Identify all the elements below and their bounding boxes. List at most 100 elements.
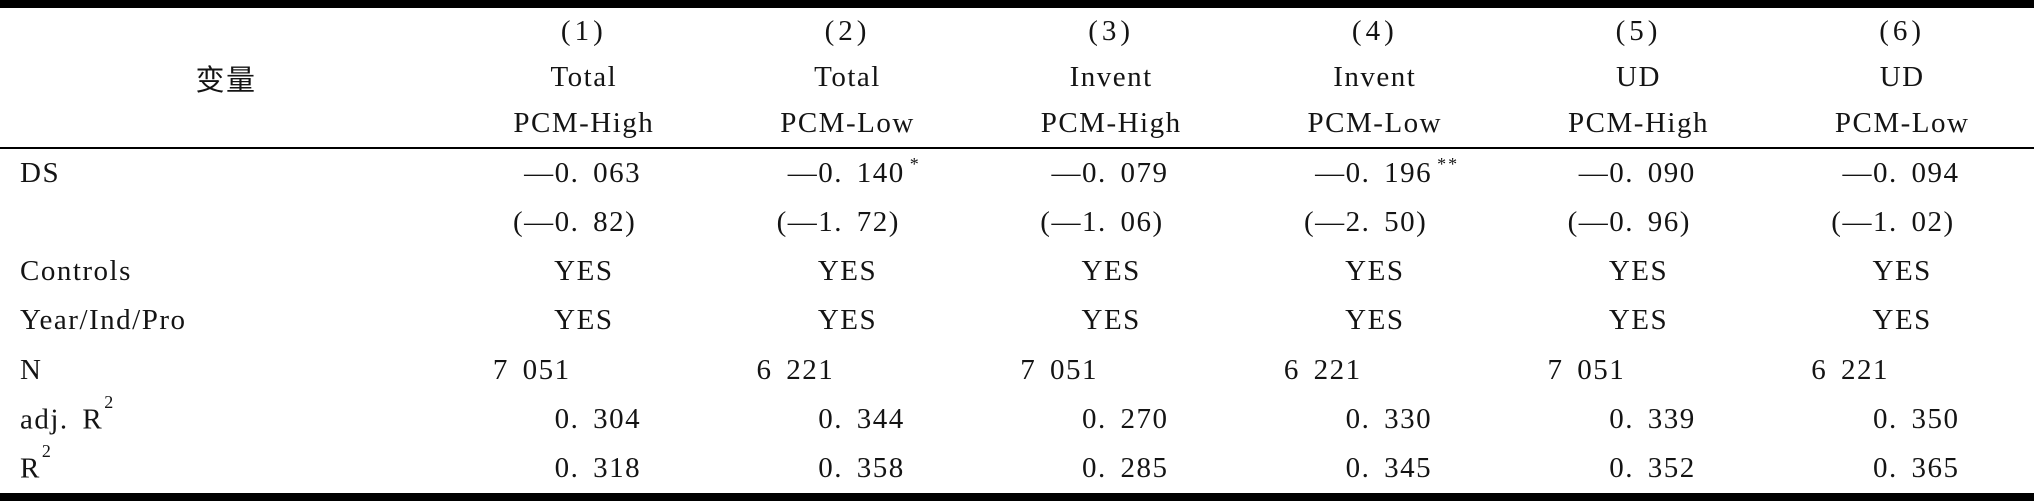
row-label: DS — [20, 157, 61, 190]
variable-column-header: 变量 — [0, 8, 452, 147]
model-group: Total — [814, 60, 881, 93]
data-cell: 0. 318 — [452, 444, 716, 493]
data-cell: YES — [1608, 304, 1669, 337]
significance-stars: ** — [1437, 154, 1460, 175]
value-frac: . 090 — [1625, 157, 1696, 190]
value-int: 0 — [1345, 402, 1362, 435]
value-frac: . 350 — [1888, 402, 1960, 435]
model-number: (2) — [824, 14, 871, 47]
model-subgroup: PCM-Low — [1307, 107, 1443, 140]
value-int: (—1 — [1831, 206, 1889, 239]
value-frac: . 318 — [570, 451, 642, 484]
model-subgroup: PCM-High — [1040, 107, 1182, 140]
model-group: Invent — [1069, 60, 1153, 93]
data-cell: (—1. 72) — [716, 198, 980, 247]
value-frac: . 82) — [570, 206, 637, 239]
table-header: 变量 (1) Total PCM-High (2) Total PCM-Low … — [0, 8, 2034, 149]
data-cell: —0. 094 — [1770, 149, 2034, 198]
value-int: 7 051 — [1547, 353, 1626, 386]
data-cell: —0. 090 — [1507, 149, 1771, 198]
value-int: (—2 — [1303, 206, 1362, 239]
value-frac: . 304 — [570, 402, 642, 435]
table-row-ds-coefficient: DS —0. 063 —0. 140 * —0. 079 —0. 196 ** —0… — [0, 149, 2034, 198]
table-row-fixed-effects: Year/Ind/Pro YES YES YES YES YES YES — [0, 296, 2034, 345]
table-row-adj-r-squared: adj. R2 0. 304 0. 344 0. 270 0. 330 0. 3… — [0, 392, 2034, 444]
data-cell: 0. 350 — [1770, 395, 2034, 444]
data-cell: 7 051 — [1507, 346, 1771, 395]
value-int: 7 051 — [492, 353, 571, 386]
data-cell: 7 051 — [452, 346, 716, 395]
model-number: (4) — [1351, 14, 1398, 47]
model-group: Total — [550, 60, 618, 93]
value-frac: . 358 — [834, 451, 905, 484]
value-frac: . 06) — [1097, 206, 1164, 239]
value-int: 0 — [818, 402, 835, 435]
r-squared-superscript: 2 — [41, 441, 51, 462]
column-header-5: (5) UD PCM-High — [1507, 8, 1771, 147]
value-int: 0 — [1345, 451, 1362, 484]
model-number: (5) — [1615, 14, 1662, 47]
data-cell: 6 221 — [1770, 346, 2034, 395]
value-int: (—1 — [776, 206, 835, 239]
table-row-r-squared: R2 0. 318 0. 358 0. 285 0. 345 0. 352 0.… — [0, 441, 2034, 493]
data-cell: (—1. 06) — [979, 198, 1243, 247]
value-frac: . 330 — [1361, 402, 1433, 435]
value-frac: . 02) — [1888, 206, 1955, 239]
value-int: 7 051 — [1020, 353, 1098, 386]
value-int: (—1 — [1040, 206, 1098, 239]
data-cell: YES — [817, 255, 878, 288]
data-cell: 0. 330 — [1243, 395, 1507, 444]
value-frac: . 063 — [570, 157, 642, 190]
data-cell: YES — [1345, 304, 1405, 337]
row-label: Controls — [20, 255, 132, 288]
data-cell: YES — [1081, 304, 1141, 337]
value-frac: . 285 — [1097, 451, 1169, 484]
model-subgroup: PCM-Low — [1834, 107, 1970, 140]
value-frac: . 196 — [1361, 157, 1433, 190]
data-cell: 0. 358 — [716, 444, 980, 493]
value-int: 0 — [1872, 451, 1889, 484]
value-int: 6 221 — [756, 353, 835, 386]
value-int: —0 — [787, 157, 835, 190]
data-cell: 0. 352 — [1507, 444, 1771, 493]
value-frac: . 96) — [1625, 206, 1691, 239]
column-header-6: (6) UD PCM-Low — [1770, 8, 2034, 147]
table-row-ds-tstat: (—0. 82) (—1. 72) (—1. 06) (—2. 50) (—0.… — [0, 198, 2034, 247]
data-cell: 7 051 — [979, 346, 1243, 395]
r-squared-superscript: 2 — [104, 392, 114, 413]
value-int: 6 221 — [1283, 353, 1362, 386]
row-label: adj. R2 — [20, 392, 114, 436]
table-row-controls: Controls YES YES YES YES YES YES — [0, 247, 2034, 296]
value-int: 0 — [1872, 402, 1889, 435]
data-cell: —0. 196 ** — [1243, 149, 1507, 198]
value-frac: . 365 — [1888, 451, 1960, 484]
column-header-2: (2) Total PCM-Low — [716, 8, 980, 147]
value-int: —0 — [1051, 157, 1098, 190]
data-cell: 0. 339 — [1507, 395, 1771, 444]
value-int: 0 — [1081, 451, 1098, 484]
value-int: 0 — [1609, 402, 1626, 435]
value-int: —0 — [1842, 157, 1889, 190]
table-row-observations: N 7 051 6 221 7 051 6 221 7 051 6 221 — [0, 346, 2034, 395]
value-int: 0 — [818, 451, 835, 484]
value-frac: . 50) — [1361, 206, 1428, 239]
value-frac: . 140 — [834, 157, 905, 190]
data-cell: 6 221 — [1243, 346, 1507, 395]
model-number: (1) — [560, 14, 607, 47]
data-cell: —0. 140 * — [716, 149, 980, 198]
model-subgroup: PCM-High — [513, 107, 655, 140]
value-int: 0 — [554, 402, 571, 435]
data-cell: YES — [1608, 255, 1669, 288]
data-cell: 0. 345 — [1243, 444, 1507, 493]
data-cell: —0. 079 — [979, 149, 1243, 198]
data-cell: YES — [554, 255, 614, 288]
row-label: N — [20, 353, 43, 386]
value-int: 0 — [554, 451, 571, 484]
variable-column-label: 变量 — [195, 64, 257, 97]
data-cell: 0. 285 — [979, 444, 1243, 493]
data-cell: (—2. 50) — [1243, 198, 1507, 247]
value-frac: . 079 — [1097, 157, 1169, 190]
column-header-3: (3) Invent PCM-High — [979, 8, 1243, 147]
data-cell: 0. 365 — [1770, 444, 2034, 493]
